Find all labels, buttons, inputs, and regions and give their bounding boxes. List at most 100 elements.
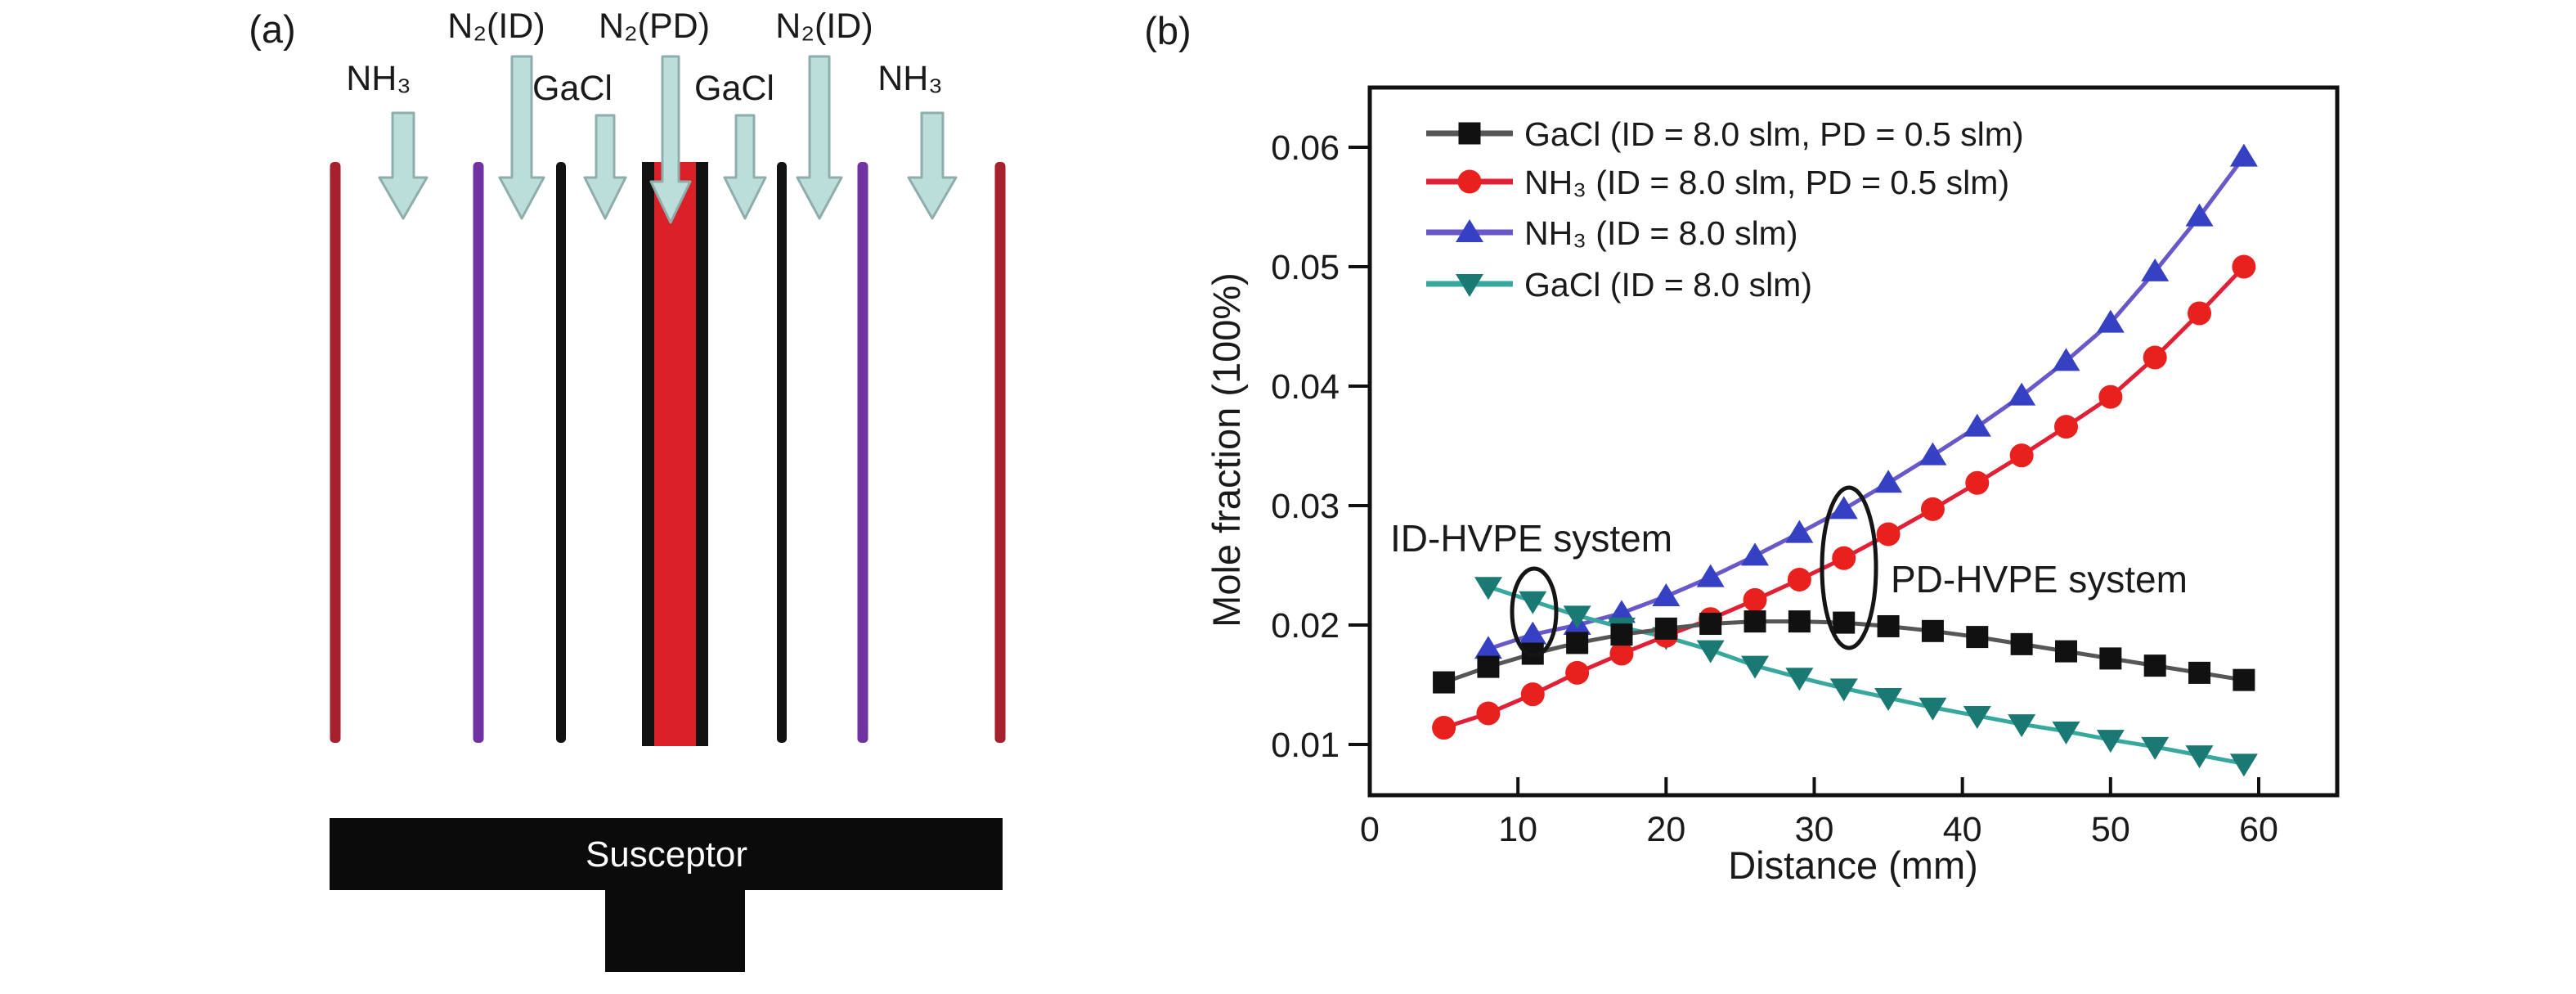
gas-label-3: N₂(PD)	[599, 7, 710, 46]
reactor-tube-wall	[473, 162, 484, 743]
data-point-marker	[1874, 470, 1903, 493]
x-tick-label-0: 0	[1360, 810, 1380, 849]
data-point-marker	[1519, 591, 1547, 614]
data-point-marker	[1963, 705, 1991, 729]
data-point-marker	[1829, 678, 1858, 702]
legend-marker-icon	[1458, 122, 1481, 145]
y-tick-label-2: 0.03	[1271, 487, 1340, 526]
data-point-marker	[2233, 668, 2255, 691]
gas-label-0: NH₃	[346, 59, 411, 98]
data-point-marker	[1833, 611, 1856, 634]
gas-flow-arrow-icon	[723, 114, 767, 220]
plot-border	[1367, 85, 2340, 798]
data-point-marker	[2008, 382, 2036, 406]
gas-flow-arrow-icon	[649, 55, 692, 224]
gas-label-2: GaCl	[532, 69, 613, 108]
annotation-pd-hvpe: PD-HVPE system	[1891, 558, 2188, 600]
data-point-marker	[1919, 442, 1947, 466]
gas-flow-arrow-icon	[583, 114, 627, 220]
data-point-marker	[1874, 688, 1903, 712]
data-point-marker	[1876, 522, 1901, 546]
data-point-marker	[1741, 655, 1770, 679]
data-point-marker	[1829, 496, 1858, 519]
data-point-marker	[2052, 721, 2080, 744]
data-point-marker	[1744, 610, 1766, 633]
data-point-marker	[2009, 443, 2034, 468]
data-point-marker	[1696, 640, 1725, 663]
data-point-marker	[2099, 647, 2122, 670]
susceptor-block	[330, 818, 1003, 890]
data-point-marker	[1607, 600, 1636, 623]
legend-label-0: GaCl (ID = 8.0 slm, PD = 0.5 slm)	[1524, 115, 2024, 153]
panel-b-label: (b)	[1144, 9, 1191, 52]
data-point-marker	[2188, 661, 2211, 684]
legend-label-1: NH₃ (ID = 8.0 slm, PD = 0.5 slm)	[1524, 164, 2009, 201]
gas-flow-arrow-icon	[498, 55, 545, 220]
data-point-marker	[2141, 736, 2170, 760]
data-point-marker	[1788, 610, 1811, 633]
x-tick-label-2: 20	[1646, 810, 1685, 849]
data-point-marker	[2052, 348, 2080, 371]
chart: 0 10 20 30 40 50 60 0.01 0.02 0.03 0.04 0.05 0.06 GaC…	[1271, 85, 2340, 849]
annotation-ellipse-1	[1820, 485, 1878, 650]
gas-label-5: N₂(ID)	[775, 7, 873, 46]
data-point-marker	[1965, 470, 1990, 495]
data-point-marker	[1785, 668, 1814, 691]
gas-label-6: NH₃	[877, 59, 943, 98]
data-point-marker	[2008, 714, 2036, 738]
data-point-marker	[1520, 682, 1545, 707]
panel-a-label: (a)	[249, 7, 295, 51]
series-0	[1433, 610, 2255, 694]
legend-marker-icon	[1457, 169, 1482, 194]
data-point-marker	[1785, 519, 1814, 543]
gas-label-4: GaCl	[694, 69, 774, 108]
data-point-marker	[2229, 753, 2258, 777]
data-point-marker	[2185, 745, 2214, 769]
data-point-marker	[1832, 546, 1856, 570]
data-point-marker	[2096, 730, 2125, 753]
data-point-marker	[1652, 582, 1681, 606]
y-tick-label-5: 0.06	[1271, 128, 1340, 168]
annotation-id-hvpe: ID-HVPE system	[1390, 517, 1672, 560]
data-point-marker	[2143, 345, 2167, 370]
gas-label-1: N₂(ID)	[447, 7, 545, 46]
data-point-marker	[2010, 632, 2033, 655]
data-point-marker	[1474, 636, 1502, 659]
reactor-tube-wall	[857, 162, 868, 743]
gas-flow-arrow-icon	[378, 111, 429, 220]
legend-marker-icon	[1456, 274, 1483, 297]
x-tick-label-4: 40	[1943, 810, 1982, 849]
data-point-marker	[1743, 587, 1767, 612]
data-point-marker	[2185, 203, 2214, 227]
reactor-tube-wall	[777, 162, 787, 743]
annotation-ellipse-0	[1510, 566, 1559, 658]
data-point-marker	[1787, 568, 1811, 592]
legend: GaCl (ID = 8.0 slm, PD = 0.5 slm) NH₃ (ID…	[1426, 115, 2024, 304]
data-point-marker	[1433, 671, 1456, 694]
x-tick-label-3: 30	[1795, 810, 1834, 849]
data-point-marker	[1519, 621, 1547, 645]
data-point-marker	[1919, 697, 1947, 721]
series-3	[1474, 577, 2258, 777]
data-point-marker	[2232, 254, 2256, 279]
data-point-marker	[2054, 640, 2077, 663]
data-point-marker	[1563, 605, 1591, 629]
data-point-marker	[1476, 701, 1501, 726]
data-point-marker	[1566, 632, 1589, 654]
y-axis-title: Mole fraction (100%)	[1205, 272, 1248, 627]
data-point-marker	[2229, 143, 2258, 167]
reactor-tube-wall	[994, 162, 1006, 743]
data-point-marker	[1609, 641, 1634, 666]
data-point-marker	[1921, 619, 1944, 642]
center-channel-wall-left	[642, 162, 654, 746]
reactor-tube-wall	[330, 162, 341, 743]
x-tick-label-6: 60	[2239, 810, 2278, 849]
data-point-marker	[1477, 655, 1500, 678]
center-channel-wall-right	[696, 162, 708, 746]
data-point-marker	[1920, 497, 1945, 521]
data-point-marker	[1565, 660, 1590, 685]
susceptor-stem	[605, 890, 745, 972]
data-point-marker	[1654, 617, 1677, 640]
